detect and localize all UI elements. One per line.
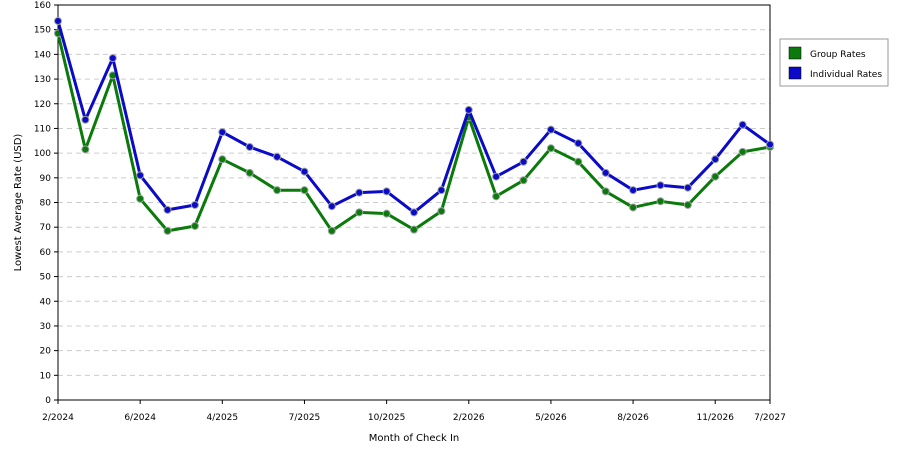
data-point [218,155,227,164]
data-point [190,221,199,230]
data-point [327,202,336,211]
legend-label-group-rates: Group Rates [810,50,866,60]
data-point [711,172,720,181]
data-point [629,186,638,195]
data-point [218,128,227,137]
data-point [546,125,555,134]
data-point [437,207,446,216]
data-point [546,144,555,153]
data-point [410,208,418,217]
data-point [245,168,254,177]
x-tick-label: 11/2026 [697,413,735,423]
data-point [519,176,528,185]
x-tick-label: 2/2024 [42,413,74,423]
data-point [711,155,720,164]
x-tick-label: 6/2024 [124,413,156,423]
x-tick-label: 8/2026 [617,413,649,423]
data-point [136,171,145,180]
data-point [300,167,309,176]
data-point [656,197,665,206]
data-point [327,226,336,235]
data-point [574,157,583,166]
y-tick-label: 150 [34,26,51,36]
y-tick-label: 30 [40,322,52,332]
series-layer [54,17,774,235]
y-tick-label: 40 [40,297,52,307]
data-point [273,152,282,161]
data-point [273,186,282,195]
data-point [163,205,172,214]
y-tick-label: 80 [40,199,52,209]
data-point [54,17,62,26]
data-point [738,147,747,156]
y-tick-label: 70 [40,223,52,233]
data-point [492,192,501,201]
data-point [81,115,90,124]
data-point [766,140,774,149]
y-axis-title: Lowest Average Rate (USD) [13,134,24,272]
data-point [519,157,528,166]
x-tick-label: 7/2025 [289,413,321,423]
data-point [492,172,501,181]
y-tick-label: 60 [40,248,52,258]
x-tick-label: 10/2025 [368,413,405,423]
data-point [738,120,747,129]
x-tick-label: 2/2026 [453,413,485,423]
data-point [464,105,473,114]
y-tick-label: 120 [34,100,51,110]
data-point [410,225,418,234]
x-tick-label: 4/2025 [206,413,238,423]
legend-label-individual-rates: Individual Rates [810,70,882,80]
y-tick-label: 110 [34,124,51,134]
data-point [629,203,638,212]
data-point [683,200,692,209]
data-point [601,168,610,177]
y-tick-label: 10 [40,371,52,381]
x-tick-label: 7/2027 [754,413,786,423]
data-point [355,188,364,197]
x-tick-label: 5/2026 [535,413,567,423]
legend-swatch-group-rates [788,46,802,60]
data-point [163,226,172,235]
data-point [355,208,364,217]
legend-swatch-individual-rates [788,66,802,80]
x-axis-title: Month of Check In [369,433,460,444]
y-axis: 0 10 20 30 40 50 60 70 80 90 100 110 120 130 140 150 160 [34,1,58,406]
data-point [245,142,254,151]
data-point [382,187,391,196]
y-tick-label: 50 [40,273,52,283]
data-point [683,183,692,192]
series-1 [54,17,774,217]
y-tick-label: 160 [34,1,51,11]
y-tick-label: 90 [40,174,52,184]
y-tick-label: 130 [34,75,51,85]
data-point [300,186,309,195]
series-0 [54,29,774,235]
data-point [437,186,446,195]
data-point [136,194,145,203]
y-tick-label: 20 [40,347,52,357]
data-point [382,209,391,218]
data-point [574,139,583,148]
data-point [190,200,199,209]
y-tick-label: 140 [34,50,51,60]
y-tick-label: 0 [45,396,51,406]
x-axis: 2/2024 6/2024 4/2025 7/2025 10/2025 2/2026 5/2… [42,400,786,423]
legend: Group Rates Individual Rates [779,38,889,87]
data-point [108,54,117,63]
data-point [81,145,90,154]
data-point [601,187,610,196]
y-tick-label: 100 [34,149,51,159]
data-point [656,181,665,190]
